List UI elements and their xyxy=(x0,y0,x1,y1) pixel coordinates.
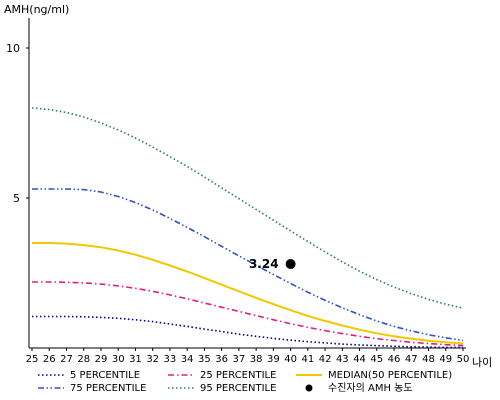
y-axis-title: AMH(ng/ml) xyxy=(4,3,69,16)
x-tick-label: 50 xyxy=(457,354,470,365)
axes: AMH(ng/ml) 나이 xyxy=(4,3,492,369)
legend-label: 95 PERCENTILE xyxy=(200,383,276,394)
legend-label: 75 PERCENTILE xyxy=(70,383,146,394)
series-line-25-percentile xyxy=(32,281,464,347)
patient-amh-value-label: 3.24 xyxy=(249,257,279,271)
legend-label: 25 PERCENTILE xyxy=(200,370,276,381)
x-tick-label: 34 xyxy=(181,354,194,365)
legend: 5 PERCENTILE 75 PERCENTILE 25 PERCENTILE 95… xyxy=(38,370,452,394)
legend-swatch xyxy=(305,384,313,392)
x-tick-label: 41 xyxy=(301,354,314,365)
series-line-95-percentile xyxy=(31,107,464,309)
patient-points: 3.24 xyxy=(249,257,296,271)
x-tick-label: 49 xyxy=(439,354,452,365)
legend-label: MEDIAN(50 PERCENTILE) xyxy=(328,370,452,381)
y-tick-label: 5 xyxy=(13,192,20,205)
x-tick-label: 35 xyxy=(198,354,211,365)
series-lines xyxy=(31,107,464,349)
x-tick-label: 36 xyxy=(215,354,228,365)
x-tick-label: 33 xyxy=(164,354,177,365)
x-tick-label: 32 xyxy=(146,354,159,365)
x-tick-label: 27 xyxy=(60,354,73,365)
x-tick-label: 43 xyxy=(336,354,349,365)
x-tick-label: 25 xyxy=(26,354,39,365)
legend-label: 수진자의 AMH 농도 xyxy=(328,382,413,394)
x-axis-title: 나이 xyxy=(472,356,492,369)
x-tick-label: 28 xyxy=(77,354,90,365)
patient-amh-point xyxy=(285,259,296,269)
x-tick-label: 48 xyxy=(422,354,435,365)
x-tick-label: 38 xyxy=(250,354,263,365)
series-line-5-percentile xyxy=(32,315,463,349)
x-tick-label: 40 xyxy=(284,354,297,365)
x-tick-label: 47 xyxy=(405,354,418,365)
x-tick-label: 31 xyxy=(129,354,142,365)
x-tick-label: 45 xyxy=(370,354,383,365)
x-tick-label: 42 xyxy=(319,354,332,365)
x-tick-label: 39 xyxy=(267,354,280,365)
x-tick-label: 29 xyxy=(95,354,108,365)
x-tick-label: 46 xyxy=(388,354,401,365)
legend-label: 5 PERCENTILE xyxy=(70,370,140,381)
series-line-median-50-percentile xyxy=(32,242,464,345)
x-tick-label: 26 xyxy=(43,354,56,365)
x-tick-label: 37 xyxy=(233,354,246,365)
x-tick-label: 44 xyxy=(353,354,366,365)
ticks: 25 26 27 28 29 30 31 32 33 34 35 36 37 38 39 40 41 42 43 44… xyxy=(6,42,469,365)
y-tick-label: 10 xyxy=(6,42,20,55)
x-tick-label: 30 xyxy=(112,354,125,365)
series-line-75-percentile xyxy=(32,188,464,342)
